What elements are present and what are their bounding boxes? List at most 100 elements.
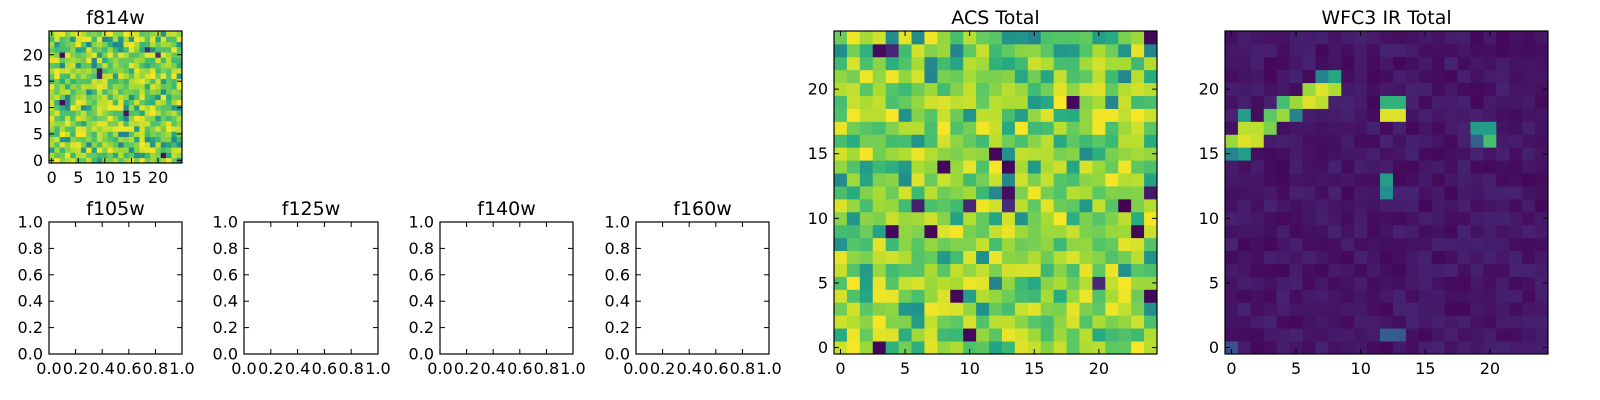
heatmap-cell (924, 263, 938, 277)
heatmap-cell (54, 131, 61, 137)
heatmap-cell (898, 198, 912, 213)
heatmap-cell (102, 136, 108, 143)
heatmap-cell (1225, 211, 1239, 226)
heatmap-cell (49, 152, 55, 159)
heatmap-cell (107, 31, 114, 37)
heatmap-cell (963, 289, 977, 303)
heatmap-cell (75, 115, 82, 122)
heatmap-cell (1328, 315, 1342, 329)
heatmap-cell (846, 121, 861, 135)
heatmap-cell (1457, 56, 1471, 71)
heatmap-cell (937, 237, 951, 252)
heatmap-cell (1392, 95, 1407, 109)
heatmap-cell (86, 115, 92, 122)
heatmap-cell (1066, 56, 1080, 71)
heatmap-cell (70, 57, 76, 64)
heatmap-cell (1250, 328, 1265, 342)
heatmap-cell (80, 73, 87, 79)
heatmap-cell (1263, 276, 1278, 290)
panel-title: f814w (86, 7, 145, 29)
heatmap-cell (1250, 69, 1265, 84)
heatmap-cell (1380, 95, 1394, 109)
heatmap-cell (1328, 43, 1342, 58)
heatmap-cell (102, 115, 108, 122)
heatmap-cell (1027, 315, 1042, 329)
heatmap-cell (75, 89, 82, 95)
heatmap-cell (1079, 289, 1093, 303)
heatmap-cell (70, 147, 76, 153)
heatmap-cell (859, 302, 874, 316)
heatmap-cell (1225, 276, 1239, 290)
heatmap-cell (128, 67, 135, 74)
panel-title: ACS Total (951, 7, 1039, 29)
heatmap-cell (885, 198, 899, 213)
heatmap-cell (75, 52, 82, 58)
heatmap-cell (54, 99, 61, 106)
heatmap-cell (107, 78, 114, 85)
heatmap-cell (54, 94, 61, 101)
heatmap-cell (898, 82, 912, 96)
heatmap-cell (898, 121, 912, 135)
heatmap-cell (1509, 121, 1523, 135)
heatmap-cell (139, 115, 146, 122)
heatmap-cell (1027, 224, 1042, 239)
heatmap-cell (872, 276, 887, 290)
heatmap-cell (1225, 302, 1239, 316)
heatmap-cell (1302, 341, 1316, 355)
heatmap-cell (155, 110, 162, 116)
heatmap-cell (976, 237, 990, 252)
heatmap-cell (1367, 250, 1381, 264)
heatmap-cell (144, 136, 151, 143)
heatmap-cell (134, 73, 140, 79)
heatmap-cell (1053, 147, 1067, 161)
heatmap-cell (1470, 315, 1484, 329)
heatmap-cell (70, 104, 76, 111)
heatmap-cell (1040, 198, 1055, 213)
heatmap-cell (1027, 108, 1042, 122)
heatmap-cell (1079, 160, 1093, 174)
heatmap-cell (1263, 95, 1278, 109)
heatmap-cell (1250, 315, 1265, 329)
heatmap-cell (139, 131, 146, 137)
heatmap-cell (846, 134, 861, 148)
heatmap-cell (1237, 82, 1252, 96)
heatmap-cell (1328, 160, 1342, 174)
heatmap-cell (118, 147, 124, 153)
heatmap-cell (937, 108, 951, 122)
heatmap-cell (96, 120, 103, 127)
heatmap-cell (834, 160, 848, 174)
heatmap-cell (150, 57, 156, 64)
heatmap-cell (1470, 186, 1484, 200)
x-tick-label: 0.4 (480, 359, 505, 378)
heatmap-cell (1418, 56, 1433, 71)
heatmap-cell (102, 83, 108, 90)
heatmap-cell (1405, 198, 1420, 213)
heatmap-cell (1092, 69, 1106, 84)
heatmap-cell (123, 73, 130, 79)
heatmap-cell (1066, 237, 1080, 252)
heatmap-cell (1144, 95, 1158, 109)
heatmap-cell (1392, 224, 1407, 239)
heatmap-cell (1444, 315, 1458, 329)
heatmap-cell (1431, 134, 1446, 148)
heatmap-cell (123, 152, 130, 159)
heatmap-cell (139, 104, 146, 111)
heatmap-cell (1509, 95, 1523, 109)
heatmap-cell (1315, 341, 1329, 355)
heatmap-cell (1302, 82, 1316, 96)
heatmap-cell (1535, 198, 1549, 213)
heatmap-cell (885, 134, 899, 148)
heatmap-cell (1263, 250, 1278, 264)
heatmap-cell (1027, 328, 1042, 342)
heatmap-cell (1328, 289, 1342, 303)
heatmap-cell (1457, 328, 1471, 342)
heatmap-cell (171, 99, 178, 106)
heatmap-cell (118, 99, 124, 106)
heatmap-cell (1367, 341, 1381, 355)
heatmap-cell (1444, 198, 1458, 213)
heatmap-cell (112, 83, 119, 90)
heatmap-cell (950, 224, 964, 239)
heatmap-cell (171, 73, 178, 79)
heatmap-cell (1001, 121, 1016, 135)
heatmap-cell (1535, 160, 1549, 174)
